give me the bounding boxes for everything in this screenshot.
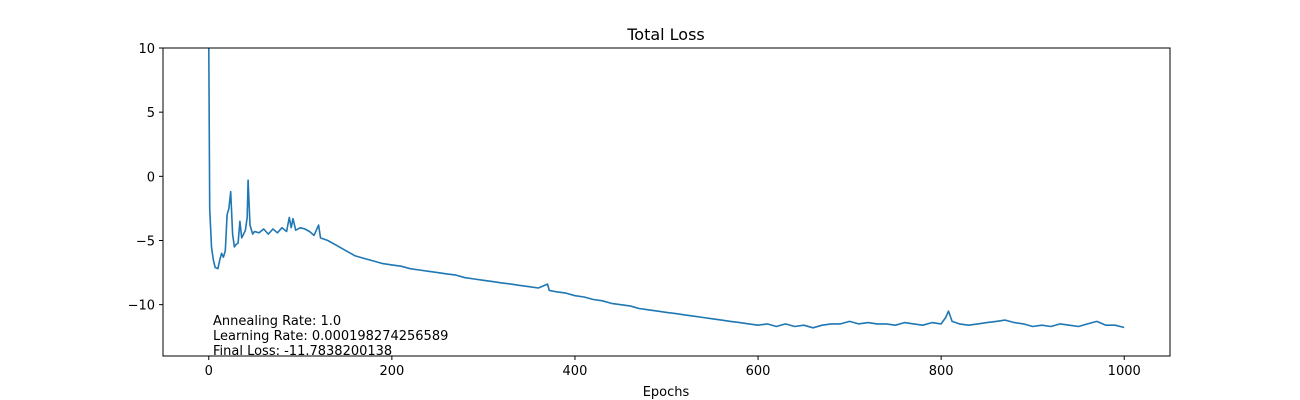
x-axis-label: Epochs: [643, 385, 690, 400]
plot-frame: [162, 47, 1171, 357]
loss-series-line-0: [208, 47, 1125, 329]
annotation-annealing-rate: Annealing Rate: 1.0: [213, 314, 341, 329]
y-tick-label: 0: [147, 170, 155, 185]
y-tick-label: −5: [136, 235, 155, 250]
chart-title: Total Loss: [626, 25, 705, 44]
annotation-learning-rate: Learning Rate: 0.000198274256589: [213, 329, 448, 344]
x-tick-label: 1000: [1108, 364, 1141, 379]
x-tick-label: 600: [746, 364, 771, 379]
y-tick-label: 5: [147, 106, 155, 121]
annotation-final-loss: Final Loss: -11.7838200138: [213, 344, 392, 359]
x-tick-label: 0: [205, 364, 213, 379]
x-tick-label: 800: [929, 364, 954, 379]
x-tick-label: 200: [379, 364, 404, 379]
x-tick-label: 400: [563, 364, 588, 379]
y-tick-label: −10: [128, 299, 155, 314]
series-layer: [208, 47, 1125, 329]
y-tick-label: 10: [138, 42, 155, 57]
x-ticks: 0 200 400 600 800 1000: [205, 356, 1141, 379]
plot-area: [163, 48, 1170, 356]
y-ticks: −10 −5 0 5 10: [128, 42, 163, 314]
